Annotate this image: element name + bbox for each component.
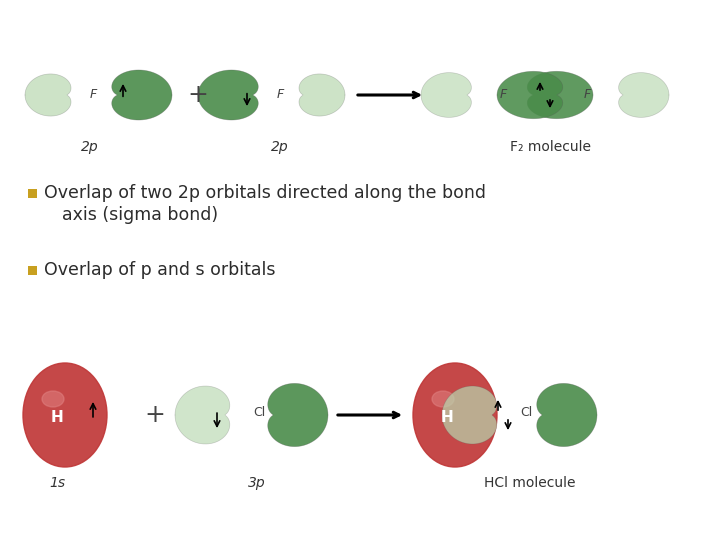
Text: F₂ molecule: F₂ molecule <box>510 140 590 154</box>
Text: 3p: 3p <box>248 476 266 490</box>
Text: HCl molecule: HCl molecule <box>485 476 576 490</box>
Polygon shape <box>536 383 597 447</box>
Text: axis (sigma bond): axis (sigma bond) <box>62 206 218 224</box>
Polygon shape <box>112 70 172 120</box>
Polygon shape <box>299 74 345 116</box>
Polygon shape <box>497 71 563 119</box>
Text: +: + <box>188 83 208 107</box>
Bar <box>28 266 37 275</box>
Text: 2p: 2p <box>81 140 99 154</box>
Ellipse shape <box>413 363 497 467</box>
Text: H: H <box>441 409 454 424</box>
Text: Overlap of p and s orbitals: Overlap of p and s orbitals <box>44 261 276 279</box>
Polygon shape <box>618 72 669 117</box>
Polygon shape <box>421 72 472 117</box>
Text: +: + <box>145 403 166 427</box>
Text: F: F <box>583 89 590 102</box>
Polygon shape <box>442 386 497 444</box>
Text: 2p: 2p <box>271 140 289 154</box>
Text: Cl: Cl <box>253 407 265 420</box>
Text: F: F <box>276 89 284 102</box>
Polygon shape <box>25 74 71 116</box>
Polygon shape <box>175 386 230 444</box>
Text: Cl: Cl <box>520 407 532 420</box>
Polygon shape <box>268 383 328 447</box>
Polygon shape <box>527 71 593 119</box>
Text: H: H <box>50 409 63 424</box>
Text: F: F <box>500 89 507 102</box>
Text: 1s: 1s <box>49 476 65 490</box>
Text: F: F <box>89 89 96 102</box>
Text: Overlap of two 2p orbitals directed along the bond: Overlap of two 2p orbitals directed alon… <box>44 184 486 202</box>
Ellipse shape <box>42 391 64 407</box>
Bar <box>28 189 37 198</box>
Ellipse shape <box>23 363 107 467</box>
Polygon shape <box>198 70 258 120</box>
Ellipse shape <box>432 391 454 407</box>
